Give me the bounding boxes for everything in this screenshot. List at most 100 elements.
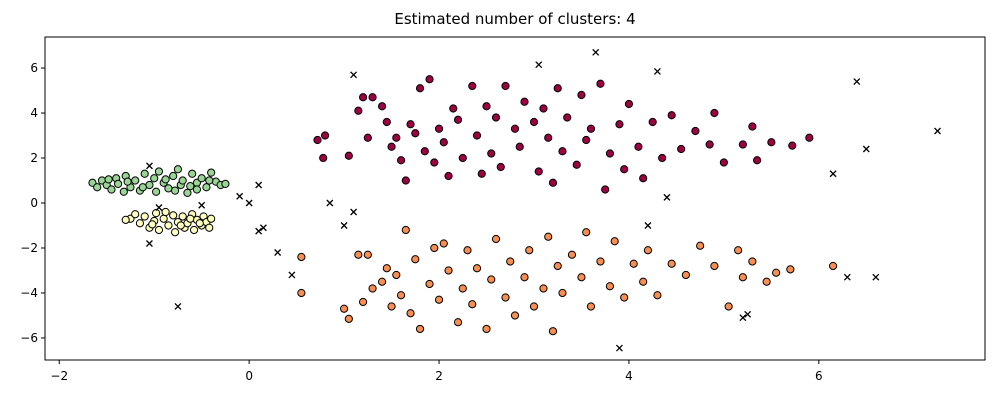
noise-point — [198, 201, 206, 209]
cluster-point — [192, 185, 202, 194]
cluster-point — [506, 257, 515, 266]
cluster-point — [487, 275, 496, 284]
cluster-point — [491, 113, 501, 122]
cluster-point — [734, 246, 743, 255]
cluster-point — [748, 122, 757, 131]
noise-point — [326, 199, 334, 207]
cluster-point — [634, 142, 643, 151]
cluster-point — [107, 185, 116, 194]
cluster-point — [392, 133, 401, 142]
cluster-point — [534, 167, 543, 176]
cluster-point — [501, 293, 510, 302]
cluster-point — [748, 257, 757, 266]
cluster-point — [558, 288, 567, 298]
noise-point — [744, 310, 752, 318]
cluster-point — [173, 165, 183, 174]
cluster-point — [472, 264, 482, 273]
cluster-point — [572, 160, 581, 169]
cluster-point — [582, 228, 591, 237]
cluster-point — [596, 257, 605, 266]
noise-point — [872, 273, 880, 281]
cluster-point — [401, 225, 410, 235]
cluster-point — [653, 291, 662, 300]
cluster-point — [453, 318, 463, 327]
cluster-point — [463, 246, 472, 255]
cluster-point — [169, 171, 178, 181]
noise-point — [145, 240, 153, 247]
cluster-point — [620, 293, 629, 302]
cluster-point — [468, 81, 477, 91]
cluster-point — [377, 102, 387, 111]
cluster-point — [577, 90, 586, 100]
cluster-point — [131, 210, 140, 219]
noise-point — [829, 170, 837, 178]
cluster-point — [439, 239, 448, 248]
cluster-point — [586, 124, 596, 133]
cluster-point — [354, 106, 363, 115]
cluster-point — [186, 214, 195, 223]
cluster-point — [104, 175, 113, 184]
cluster-point — [159, 214, 168, 223]
cluster-point — [610, 237, 619, 246]
cluster-point — [178, 176, 187, 185]
cluster-point — [605, 282, 615, 291]
cluster-point — [121, 215, 130, 224]
x-tick-label: 0 — [245, 369, 253, 383]
cluster-point — [339, 304, 349, 313]
cluster-point — [186, 182, 195, 191]
cluster-point — [563, 113, 572, 122]
cluster-point — [297, 252, 306, 262]
cluster — [145, 48, 941, 352]
noise-point — [255, 181, 263, 189]
cluster-point — [148, 220, 157, 229]
cluster-point — [677, 144, 686, 154]
cluster-point — [221, 179, 230, 188]
cluster-point — [724, 302, 733, 311]
cluster-point — [411, 129, 420, 138]
cluster-point — [396, 156, 406, 165]
cluster — [313, 75, 814, 194]
cluster-point — [363, 250, 372, 259]
y-tick-label: 6 — [30, 61, 38, 75]
cluster-point — [487, 149, 496, 158]
y-tick-label: 0 — [30, 196, 38, 210]
cluster-point — [154, 167, 164, 176]
cluster-point — [377, 277, 387, 286]
noise-point — [853, 78, 861, 85]
cluster-point — [510, 311, 520, 320]
cluster-point — [207, 214, 216, 223]
cluster-point — [601, 185, 610, 194]
cluster-point — [205, 223, 214, 232]
cluster-point — [313, 135, 322, 145]
cluster-point — [183, 188, 192, 197]
cluster-point — [788, 141, 797, 150]
cluster-point — [164, 184, 173, 193]
cluster-point — [458, 284, 467, 293]
chart-title: Estimated number of clusters: 4 — [394, 10, 635, 28]
noise-point — [862, 145, 870, 153]
noise-point — [274, 249, 282, 256]
cluster-point — [93, 183, 102, 192]
cluster-point — [411, 255, 420, 264]
plot-frame — [44, 36, 986, 361]
cluster-point — [629, 259, 638, 268]
y-tick-label: 2 — [30, 151, 38, 165]
cluster-point — [354, 250, 363, 259]
cluster-point — [529, 117, 539, 127]
y-tick-label: −2 — [20, 241, 38, 255]
cluster-point — [615, 120, 624, 129]
cluster-point — [195, 219, 204, 228]
cluster-point — [539, 104, 548, 113]
cluster-point — [176, 221, 185, 230]
noise-point — [535, 61, 543, 69]
x-tick-label: 6 — [815, 369, 823, 383]
cluster-point — [382, 264, 391, 273]
cluster-point — [691, 126, 700, 136]
cluster-point — [425, 279, 434, 289]
cluster-point — [170, 186, 180, 195]
cluster-point — [434, 124, 444, 133]
cluster-point — [767, 138, 776, 147]
cluster-point — [696, 241, 705, 250]
